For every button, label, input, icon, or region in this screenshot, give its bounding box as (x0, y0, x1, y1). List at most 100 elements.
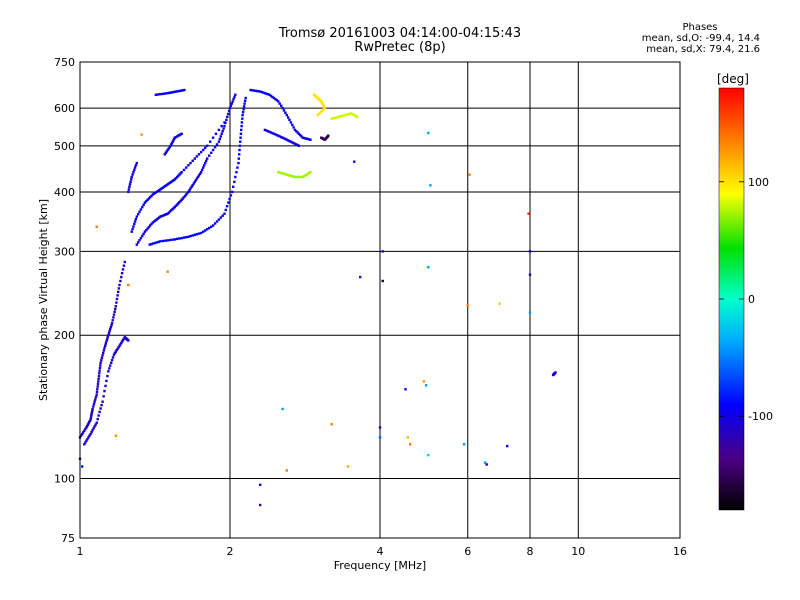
data-point (356, 115, 359, 119)
data-point (225, 205, 229, 208)
data-point (206, 157, 209, 160)
data-point (241, 111, 245, 114)
data-point (187, 190, 190, 194)
data-point (189, 234, 192, 238)
data-point (99, 361, 102, 364)
data-point (117, 287, 121, 290)
data-point (155, 241, 159, 244)
data-point (316, 113, 319, 117)
data-point (244, 96, 247, 100)
data-point (296, 131, 299, 134)
data-point (554, 371, 557, 374)
data-point (197, 174, 201, 177)
data-point (231, 190, 234, 194)
data-point (94, 423, 97, 426)
data-point (217, 140, 221, 143)
data-point (197, 153, 201, 156)
data-point (285, 138, 288, 141)
data-point (168, 146, 171, 149)
data-point (293, 128, 297, 132)
colorbar-tick-label: -100 (748, 410, 773, 423)
data-point (255, 89, 259, 93)
data-point (289, 121, 293, 124)
data-point (98, 410, 101, 414)
data-point (194, 179, 198, 182)
colorbar-tick-label: 0 (748, 293, 755, 306)
data-point (114, 307, 117, 311)
data-point (152, 242, 155, 245)
data-point (112, 353, 116, 356)
data-point (288, 174, 291, 177)
data-point (259, 483, 262, 486)
data-point (327, 134, 330, 137)
data-point (166, 148, 169, 152)
data-point (160, 214, 163, 218)
data-point (528, 311, 532, 314)
data-point (118, 344, 121, 347)
data-point (239, 140, 242, 143)
data-point (151, 193, 154, 196)
data-point (185, 236, 188, 239)
data-point (87, 436, 90, 439)
data-point (263, 128, 267, 132)
data-point (229, 194, 233, 197)
data-point (161, 239, 165, 243)
data-point (86, 437, 89, 441)
data-point (181, 89, 185, 92)
data-point (275, 133, 278, 137)
data-point (183, 88, 186, 92)
data-point (108, 329, 111, 333)
data-point (98, 372, 101, 375)
data-point (239, 136, 242, 139)
data-point (211, 148, 215, 152)
data-point (232, 97, 235, 101)
data-point (217, 128, 221, 132)
data-point (135, 161, 138, 165)
data-point (528, 250, 532, 253)
y-tick-label: 500 (54, 140, 75, 153)
data-point (116, 294, 119, 297)
data-point (233, 180, 236, 184)
data-point (103, 389, 106, 393)
data-point (284, 111, 287, 114)
data-point (109, 364, 112, 367)
data-point (251, 89, 254, 92)
data-point (171, 238, 174, 241)
data-point (195, 233, 199, 236)
data-point (242, 108, 245, 111)
data-point (204, 161, 207, 165)
data-point (220, 132, 223, 135)
data-point (142, 232, 145, 235)
data-point (109, 327, 112, 331)
data-point (278, 102, 281, 105)
phases-heading: Phases (682, 22, 718, 33)
data-point (221, 130, 224, 133)
data-point (292, 126, 295, 129)
data-point (115, 301, 118, 304)
data-point (202, 166, 205, 169)
data-point (93, 425, 96, 428)
data-point (214, 132, 218, 135)
data-point (191, 159, 194, 162)
data-point (199, 231, 203, 235)
data-point (98, 369, 101, 372)
data-point (107, 334, 110, 337)
data-point (90, 413, 93, 416)
data-point (162, 92, 166, 95)
data-point (378, 436, 382, 439)
data-point (282, 137, 286, 140)
data-point (291, 141, 294, 144)
data-point (110, 324, 113, 327)
data-point (172, 137, 176, 141)
data-point (205, 159, 208, 162)
data-point (178, 237, 181, 240)
data-point (151, 221, 154, 224)
data-point (406, 436, 410, 439)
data-point (164, 92, 167, 95)
data-point (281, 106, 284, 110)
data-point (427, 266, 430, 269)
data-point (299, 133, 302, 137)
data-point (269, 131, 273, 134)
data-point (266, 130, 270, 133)
data-point (468, 173, 471, 176)
